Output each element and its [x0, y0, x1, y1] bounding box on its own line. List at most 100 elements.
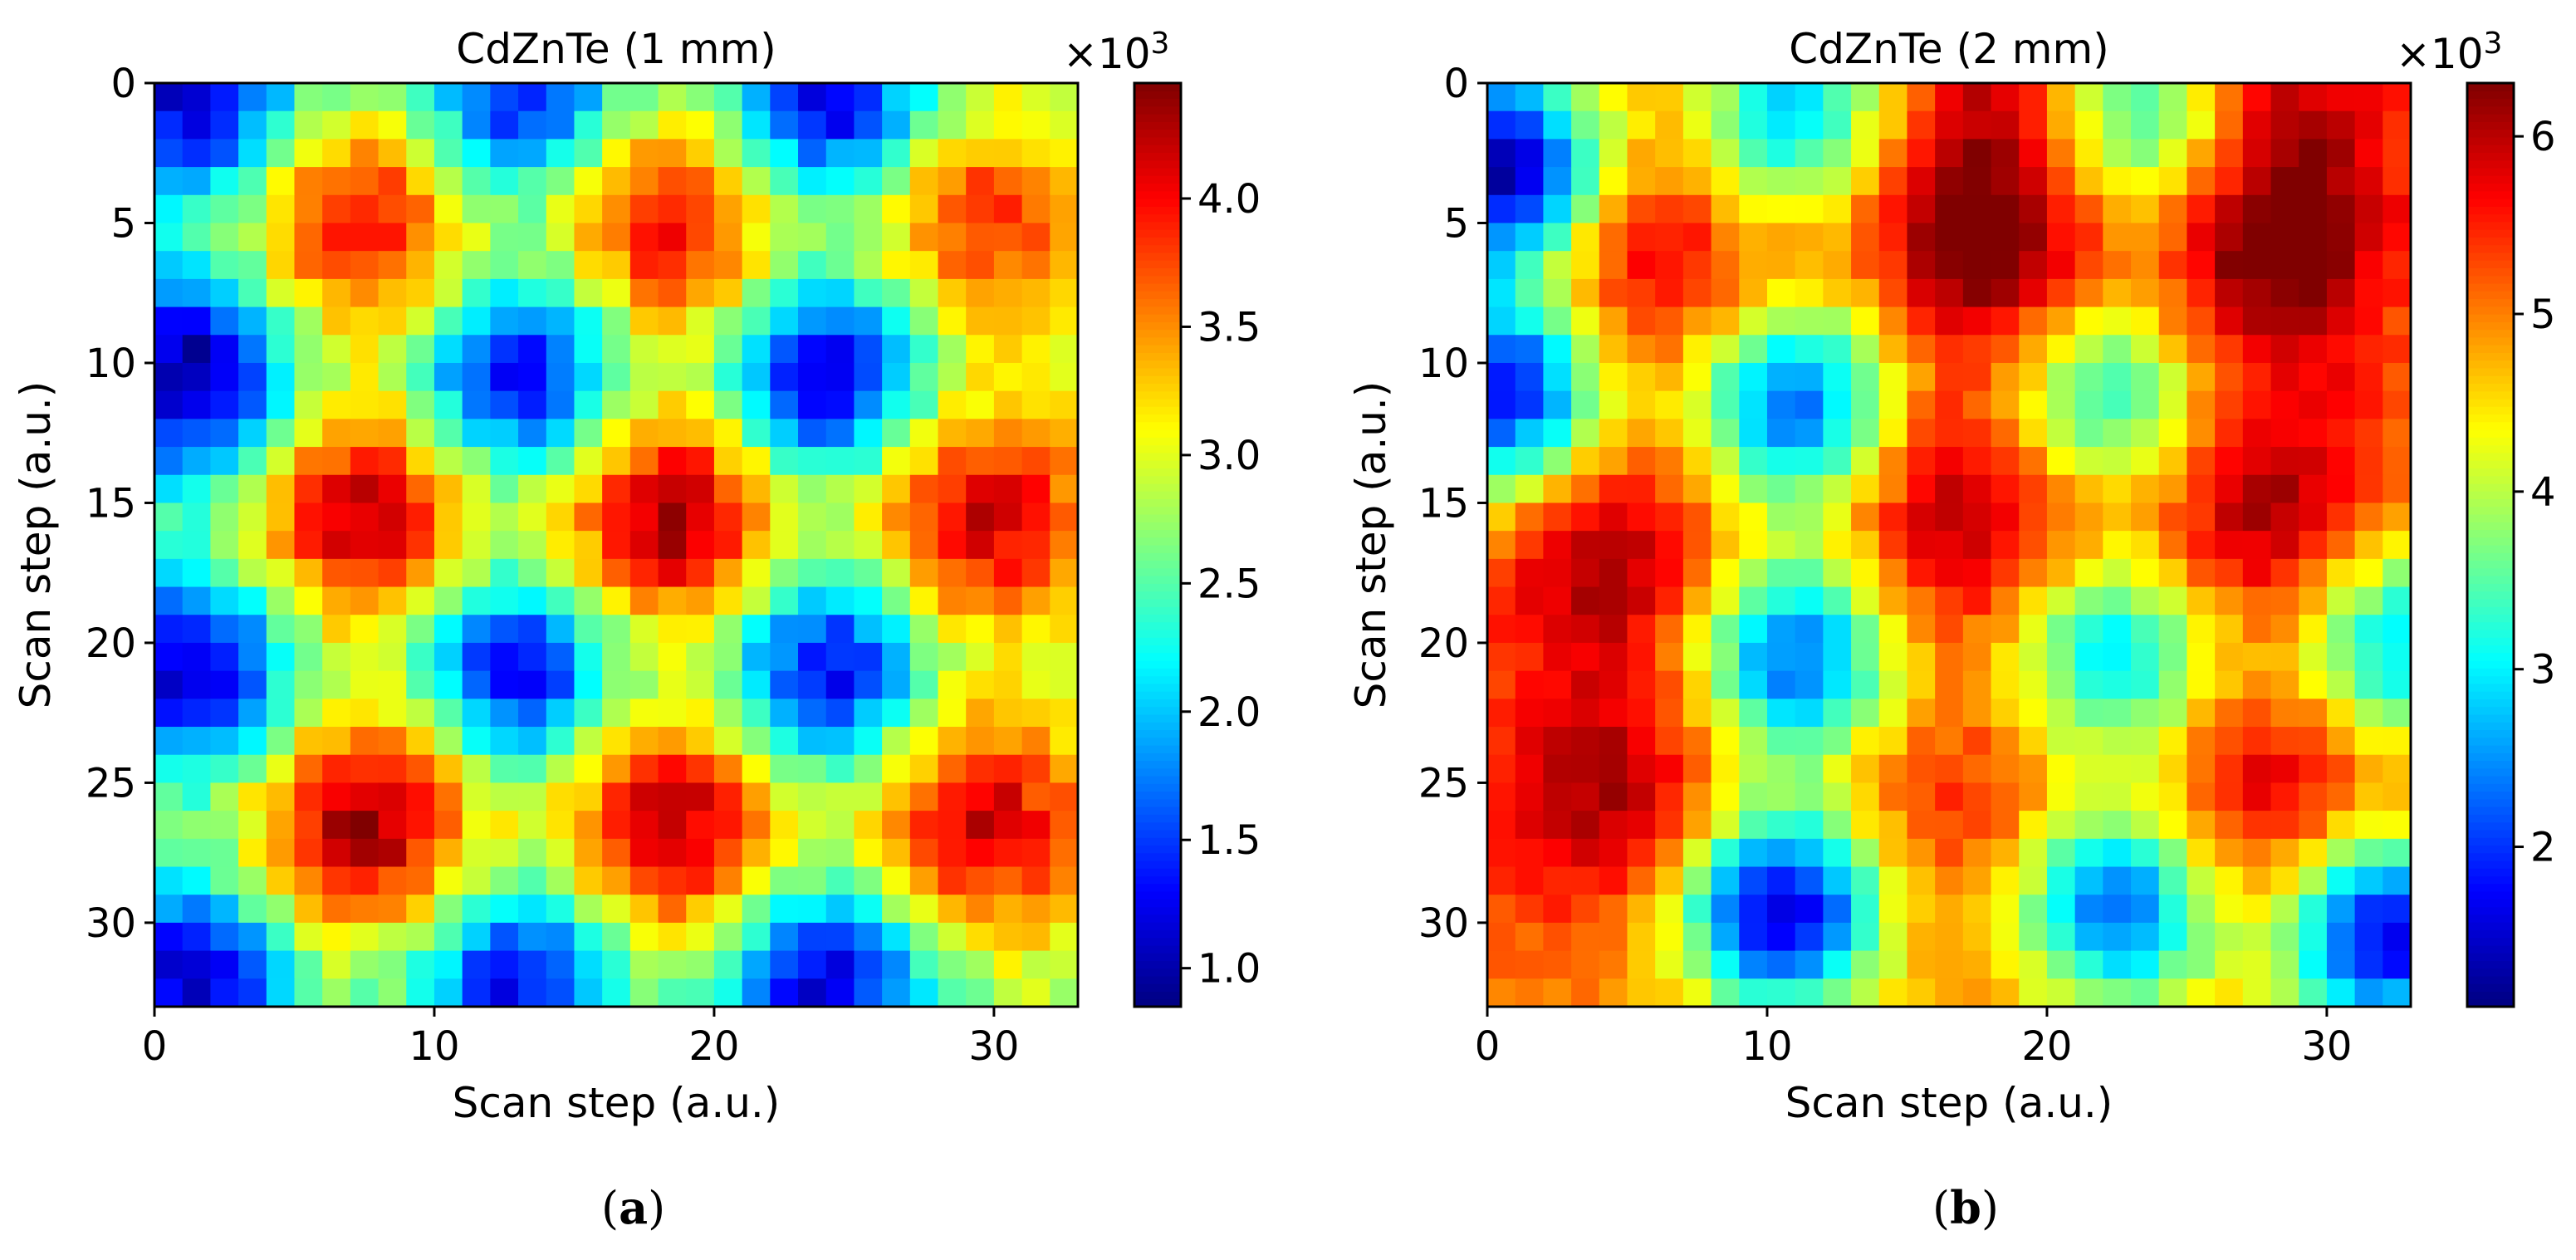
heatmap-cell	[1682, 474, 1712, 504]
heatmap-cell	[518, 139, 547, 168]
heatmap-cell	[1935, 642, 1964, 672]
heatmap-cell	[1543, 390, 1572, 419]
heatmap-cell	[266, 838, 296, 868]
heatmap-cell	[909, 558, 939, 588]
heatmap-cell	[210, 447, 239, 476]
heatmap-cell	[1655, 110, 1684, 140]
heatmap-cell	[1711, 670, 1740, 699]
heatmap-cell	[1935, 194, 1964, 224]
heatmap-cell	[1655, 754, 1684, 784]
heatmap-cell	[909, 278, 939, 308]
heatmap-cell	[2103, 83, 2132, 112]
heatmap-cell	[2215, 83, 2244, 112]
heatmap-cell	[1543, 727, 1572, 756]
heatmap-cell	[490, 615, 519, 644]
heatmap-cell	[378, 306, 407, 336]
heatmap-cell	[1487, 558, 1516, 588]
colorbar-segment	[1134, 706, 1181, 715]
heatmap-cell	[854, 139, 883, 168]
heatmap-cell	[854, 754, 883, 784]
heatmap-cell	[1878, 167, 1908, 196]
heatmap-cell	[2242, 447, 2272, 476]
heatmap-cell	[825, 754, 855, 784]
heatmap-cell	[462, 558, 491, 588]
heatmap-cell	[210, 362, 239, 392]
heatmap-cell	[2326, 251, 2356, 280]
heatmap-cell	[182, 754, 211, 784]
heatmap-cell	[1711, 390, 1740, 419]
heatmap-cell	[154, 866, 184, 895]
heatmap-cell	[546, 754, 575, 784]
heatmap-cell	[798, 474, 827, 504]
heatmap-cell	[966, 754, 995, 784]
heatmap-cell	[1487, 223, 1516, 252]
heatmap-cell	[2103, 503, 2132, 532]
heatmap-cell	[825, 895, 855, 924]
heatmap-cell	[742, 950, 771, 979]
heatmap-cell	[518, 419, 547, 448]
heatmap-cell	[909, 866, 939, 895]
heatmap-cell	[2299, 167, 2328, 196]
x-tick-label: 10	[1741, 1023, 1792, 1070]
heatmap-cell	[1991, 503, 2020, 532]
heatmap-cell	[378, 950, 407, 979]
heatmap-cell	[2103, 223, 2132, 252]
heatmap-cell	[2074, 754, 2103, 784]
heatmap-cell	[2074, 922, 2103, 952]
heatmap-cell	[2046, 838, 2076, 868]
heatmap-cell	[1795, 558, 1824, 588]
colorbar-frame	[2466, 81, 2515, 1008]
heatmap-cell	[574, 139, 603, 168]
colorbar-multiplier-base: ×10	[2396, 30, 2484, 78]
heatmap-cell	[854, 782, 883, 811]
heatmap-cell	[1907, 419, 1936, 448]
heatmap-cell	[406, 811, 435, 840]
heatmap-cell	[1766, 251, 1796, 280]
heatmap-cell	[882, 558, 911, 588]
colorbar-segment	[1134, 944, 1181, 954]
heatmap-cell	[1655, 306, 1684, 336]
heatmap-cell	[938, 447, 967, 476]
heatmap-cell	[1878, 139, 1908, 168]
heatmap-cell	[406, 223, 435, 252]
heatmap-cell	[1682, 447, 1712, 476]
heatmap-cell	[1711, 474, 1740, 504]
heatmap-cell	[602, 699, 631, 728]
heatmap-cell	[1627, 922, 1656, 952]
heatmap-cell	[2326, 754, 2356, 784]
heatmap-cell	[1823, 754, 1852, 784]
heatmap-cell	[210, 615, 239, 644]
heatmap-cell	[2103, 362, 2132, 392]
heatmap-cell	[266, 727, 296, 756]
heatmap-cell	[1766, 83, 1796, 112]
heatmap-cell	[1766, 335, 1796, 364]
heatmap-cell	[1991, 950, 2020, 979]
colorbar-segment	[2467, 668, 2514, 677]
heatmap-cell	[1571, 727, 1600, 756]
heatmap-cell	[1627, 194, 1656, 224]
heatmap-cell	[2131, 139, 2160, 168]
colorbar-segment	[1134, 506, 1181, 515]
heatmap-cell	[825, 811, 855, 840]
colorbar-segment	[1134, 537, 1181, 546]
heatmap-cell	[1795, 670, 1824, 699]
heatmap-cell	[2131, 699, 2160, 728]
heatmap-cell	[154, 699, 184, 728]
heatmap-cell	[238, 447, 267, 476]
heatmap-cell	[1515, 670, 1544, 699]
heatmap-cell	[629, 419, 659, 448]
heatmap-cell	[2242, 642, 2272, 672]
heatmap-cell	[462, 278, 491, 308]
heatmap-cell	[2046, 978, 2076, 1008]
heatmap-cell	[1021, 727, 1050, 756]
heatmap-cell	[966, 139, 995, 168]
heatmap-cell	[518, 390, 547, 419]
colorbar-segment	[1134, 875, 1181, 885]
colorbar-segment	[1134, 183, 1181, 192]
heatmap-cell	[210, 642, 239, 672]
heatmap-cell	[2187, 642, 2216, 672]
heatmap-cell	[1571, 866, 1600, 895]
heatmap-cell	[1851, 83, 1880, 112]
heatmap-cell	[2354, 558, 2383, 588]
heatmap-cell	[1935, 251, 1964, 280]
